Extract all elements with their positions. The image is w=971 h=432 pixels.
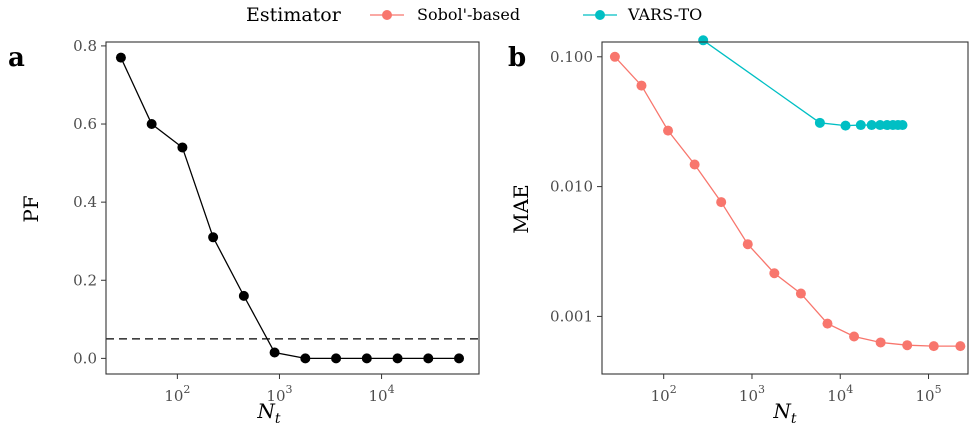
panel-b-xtick-base: 10: [651, 387, 670, 405]
panel-b-series-0-point: [636, 80, 647, 91]
panel-a-ytick-label: 0.4: [73, 193, 97, 211]
panel-b-xtick-base: 10: [739, 387, 758, 405]
panel-b-series-1-point: [840, 120, 851, 131]
panel-a-ytick-label: 0.2: [73, 271, 97, 289]
panel-b-xlabel: Nt: [772, 399, 797, 427]
panel-a-series-0-point: [208, 232, 219, 243]
legend-title: Estimator: [246, 4, 342, 26]
panel-b-border: [601, 41, 969, 375]
panel-b-series-0-point: [609, 51, 620, 62]
panel-b-xtick-base: 10: [915, 387, 934, 405]
panel-b-series-1-point: [814, 117, 825, 128]
panel-b-series-0-point: [795, 288, 806, 299]
panel-b-xlabel-sub: t: [791, 411, 797, 427]
panel-b-xtick-exp: 3: [758, 383, 765, 396]
panel-b-series-0-point: [928, 341, 939, 352]
panel-a-series-0-point: [454, 353, 465, 364]
panel-b-series-0-point: [902, 340, 913, 351]
panel-b-xtick-exp: 2: [670, 383, 677, 396]
panel-b-xtick-label: 105: [915, 383, 941, 405]
panel-b-series-line-1: [702, 39, 903, 127]
panel-b-xtick-exp: 5: [935, 383, 942, 396]
panel-a-series-0-point: [331, 353, 342, 364]
panel-a-xtick-label: 103: [266, 383, 292, 405]
panel-a-series-0-point: [300, 353, 311, 364]
panel-b-series-1-point: [897, 120, 908, 131]
panel-b-ylabel: MAE: [509, 184, 533, 234]
panel-a-series-0-point: [238, 290, 249, 301]
panel-a-series-0-point: [146, 119, 157, 130]
panel-a-letter: a: [8, 43, 25, 73]
legend-entry-vars: VARS-TO: [583, 5, 702, 24]
panel-a-xtick-base: 10: [164, 387, 183, 405]
panel-b-xtick-label: 102: [651, 383, 677, 405]
panel-b-series-1-point: [698, 35, 709, 46]
legend-key-point-sobol: [382, 10, 392, 20]
panel-b-series-0-point: [955, 341, 966, 352]
panel-b-xtick-base: 10: [827, 387, 846, 405]
panel-a-series-0-point: [177, 142, 188, 153]
panel-b-ytick-label: 0.100: [550, 48, 593, 66]
panel-b-xtick-exp: 4: [846, 383, 853, 396]
panel-a-ylabel: PF: [19, 195, 43, 222]
legend-label-sobol: Sobol'-based: [417, 5, 520, 24]
panel-b-series-1-point: [875, 120, 886, 131]
panel-a-ytick-label: 0.8: [73, 37, 97, 55]
panel-b-xlabel-main: N: [772, 399, 792, 423]
legend-entry-sobol: Sobol'-based: [370, 5, 520, 24]
panel-b-xtick-label: 103: [739, 383, 765, 405]
panel-b-ytick-label: 0.001: [550, 307, 593, 325]
panel-a-xtick-base: 10: [266, 387, 285, 405]
panel-b-series-0-point: [663, 125, 674, 136]
panel-a-ytick-label: 0.0: [73, 349, 97, 367]
panel-b-series-0-point: [875, 337, 886, 348]
panel-b-series-0-point: [769, 268, 780, 279]
panel-a-x-axis: 102 103 104: [164, 374, 395, 405]
panel-b-plot-area: [609, 35, 966, 352]
panel-b-letter: b: [508, 43, 526, 73]
panel-b-xtick-label: 104: [827, 383, 853, 405]
panel-a-xtick-label: 102: [164, 383, 190, 405]
panel-a-xlabel-main: N: [256, 399, 276, 423]
panel-a-xtick-label: 104: [369, 383, 395, 405]
panel-b-series-1-point: [855, 120, 866, 131]
panel-a-xtick-exp: 3: [286, 383, 293, 396]
panel-a-ytick-label: 0.6: [73, 115, 97, 133]
panel-b-series-0-point: [849, 331, 860, 342]
legend-key-point-vars: [595, 10, 605, 20]
panel-a-xtick-base: 10: [369, 387, 388, 405]
panel-a-series-0-point: [269, 347, 280, 358]
panel-a-series-line-0: [120, 57, 460, 360]
panel-a-plot-area: [106, 52, 479, 364]
panel-b-series-0-point: [742, 239, 753, 250]
panel-a-y-axis: 0.0 0.2 0.4 0.6 0.8: [73, 37, 106, 367]
panel-a-xtick-exp: 4: [388, 383, 395, 396]
panel-a-series-0-point: [361, 353, 372, 364]
panel-b-ytick-label: 0.010: [550, 178, 593, 196]
legend-label-vars: VARS-TO: [627, 5, 702, 24]
panel-b-x-axis: 102 103 104 105: [651, 374, 942, 405]
panel-a-xlabel: Nt: [256, 399, 281, 427]
panel-b-series-0-point: [822, 318, 833, 329]
legend: Estimator Sobol'-based VARS-TO: [246, 4, 702, 26]
panel-a-xtick-exp: 2: [183, 383, 190, 396]
panel-b-series-0-point: [716, 197, 727, 208]
panel-a-series-0-point: [423, 353, 434, 364]
panel-b-y-axis: 0.001 0.010 0.100: [550, 48, 602, 325]
panel-a-xlabel-sub: t: [275, 411, 281, 427]
panel-b-series-1-point: [866, 120, 877, 131]
panel-a-series-0-point: [392, 353, 403, 364]
panel-b-series-0-point: [689, 159, 700, 170]
panel-a: a PF Nt 0.00.20.40.60.8 102 103 104: [8, 37, 480, 427]
panel-a-border: [105, 41, 480, 375]
panel-a-series-0-point: [115, 52, 126, 63]
